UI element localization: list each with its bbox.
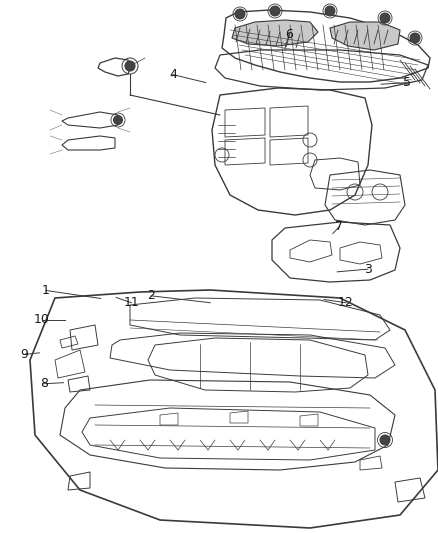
Text: 11: 11 — [124, 296, 139, 309]
Circle shape — [113, 116, 123, 125]
Text: 2: 2 — [147, 289, 155, 302]
Circle shape — [235, 9, 245, 19]
Polygon shape — [232, 20, 318, 46]
Circle shape — [125, 61, 135, 71]
Text: 6: 6 — [285, 28, 293, 41]
Circle shape — [380, 13, 390, 23]
Text: 4: 4 — [169, 68, 177, 81]
Text: 3: 3 — [364, 263, 372, 276]
Text: 8: 8 — [40, 377, 48, 390]
Text: 10: 10 — [34, 313, 49, 326]
Text: 5: 5 — [403, 76, 411, 89]
Circle shape — [325, 6, 335, 16]
Circle shape — [410, 33, 420, 43]
Circle shape — [380, 435, 390, 445]
Text: 7: 7 — [336, 220, 343, 233]
Text: 9: 9 — [20, 348, 28, 361]
Text: 1: 1 — [42, 284, 50, 297]
Polygon shape — [330, 22, 400, 50]
Text: 12: 12 — [338, 296, 354, 309]
Circle shape — [270, 6, 280, 16]
